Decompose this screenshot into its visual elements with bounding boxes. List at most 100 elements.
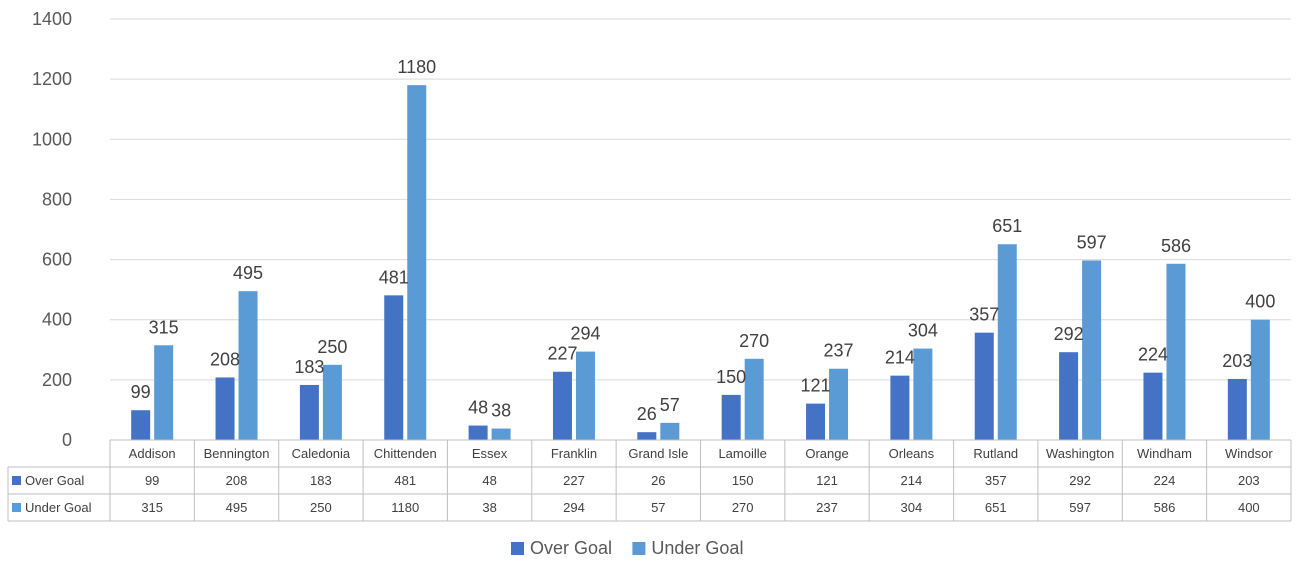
bar-under-goal-orleans <box>913 348 933 440</box>
bar-over-goal-orange <box>806 403 826 440</box>
bar-under-goal-windham <box>1166 263 1186 440</box>
table-cell: 400 <box>1238 500 1260 515</box>
data-label: 292 <box>1054 324 1084 344</box>
table-category-label: Windham <box>1137 446 1192 461</box>
data-label: 227 <box>547 344 577 364</box>
bar-over-goal-orleans <box>890 375 910 440</box>
table-cell: 224 <box>1154 473 1176 488</box>
data-label: 304 <box>908 321 938 341</box>
table-series-label: Over Goal <box>25 473 84 488</box>
bar-over-goal-windham <box>1143 372 1163 440</box>
table-cell: 99 <box>145 473 159 488</box>
data-label: 224 <box>1138 345 1168 365</box>
table-cell: 270 <box>732 500 754 515</box>
bar-over-goal-chittenden <box>384 295 404 440</box>
bar-under-goal-orange <box>829 368 849 440</box>
bar-under-goal-bennington <box>238 291 258 440</box>
bar-over-goal-windsor <box>1227 378 1247 440</box>
legend-label: Over Goal <box>530 538 612 558</box>
table-cell: 586 <box>1154 500 1176 515</box>
data-label: 270 <box>739 331 769 351</box>
data-label: 586 <box>1161 236 1191 256</box>
table-category-label: Caledonia <box>292 446 351 461</box>
bar-under-goal-grand-isle <box>660 422 680 440</box>
bar-under-goal-rutland <box>997 244 1017 440</box>
table-category-label: Bennington <box>204 446 270 461</box>
table-category-label: Essex <box>472 446 508 461</box>
table-cell: 48 <box>482 473 496 488</box>
table-category-label: Rutland <box>973 446 1018 461</box>
table-cell: 150 <box>732 473 754 488</box>
table-category-label: Franklin <box>551 446 597 461</box>
table-cell: 597 <box>1069 500 1091 515</box>
data-label: 208 <box>210 349 240 369</box>
bar-under-goal-windsor <box>1250 319 1270 440</box>
data-label: 315 <box>149 317 179 337</box>
y-tick-label: 0 <box>62 430 72 450</box>
bar-over-goal-rutland <box>974 332 994 440</box>
table-series-label: Under Goal <box>25 500 92 515</box>
data-label: 495 <box>233 263 263 283</box>
table-legend-key <box>12 503 21 512</box>
legend-swatch <box>511 542 524 555</box>
table-cell: 57 <box>651 500 665 515</box>
data-label: 183 <box>294 357 324 377</box>
table-cell: 183 <box>310 473 332 488</box>
table-cell: 1180 <box>391 500 419 515</box>
data-label: 99 <box>131 382 151 402</box>
data-label: 203 <box>1222 351 1252 371</box>
table-cell: 651 <box>985 500 1007 515</box>
data-label: 48 <box>468 398 488 418</box>
data-label: 1180 <box>397 57 436 77</box>
bar-under-goal-chittenden <box>407 85 427 441</box>
data-label: 150 <box>716 367 746 387</box>
table-cell: 250 <box>310 500 332 515</box>
data-label: 38 <box>491 401 511 421</box>
y-tick-label: 200 <box>42 370 72 390</box>
data-label: 481 <box>379 267 409 287</box>
table-cell: 26 <box>651 473 665 488</box>
table-category-label: Chittenden <box>374 446 437 461</box>
table-cell: 294 <box>563 500 585 515</box>
data-label: 214 <box>885 348 915 368</box>
table-cell: 203 <box>1238 473 1260 488</box>
data-label: 121 <box>801 376 831 396</box>
table-cell: 292 <box>1069 473 1091 488</box>
table-cell: 214 <box>901 473 923 488</box>
bar-over-goal-washington <box>1059 352 1079 440</box>
table-cell: 304 <box>901 500 923 515</box>
legend-swatch <box>632 542 646 555</box>
table-category-label: Grand Isle <box>628 446 688 461</box>
bar-over-goal-franklin <box>552 371 572 440</box>
table-category-label: Orleans <box>889 446 935 461</box>
bar-over-goal-bennington <box>215 377 235 440</box>
table-cell: 315 <box>141 500 163 515</box>
data-label: 651 <box>992 216 1022 236</box>
bar-over-goal-addison <box>131 410 151 440</box>
bar-under-goal-franklin <box>575 351 595 440</box>
y-tick-label: 1200 <box>32 69 72 89</box>
bar-under-goal-caledonia <box>322 364 342 440</box>
table-category-label: Orange <box>805 446 848 461</box>
table-category-label: Washington <box>1046 446 1114 461</box>
y-tick-label: 1000 <box>32 129 72 149</box>
table-category-label: Addison <box>129 446 176 461</box>
data-label: 597 <box>1077 232 1107 252</box>
table-cell: 481 <box>394 473 416 488</box>
data-label: 357 <box>969 305 999 325</box>
y-tick-label: 400 <box>42 310 72 330</box>
y-tick-label: 800 <box>42 189 72 209</box>
data-label: 400 <box>1245 292 1275 312</box>
y-tick-label: 600 <box>42 250 72 270</box>
bar-over-goal-grand-isle <box>637 432 657 440</box>
data-label: 237 <box>824 341 854 361</box>
bar-over-goal-lamoille <box>721 394 741 440</box>
data-label: 294 <box>570 324 600 344</box>
y-tick-label: 1400 <box>32 9 72 29</box>
table-cell: 227 <box>563 473 585 488</box>
bar-over-goal-caledonia <box>299 384 319 440</box>
table-category-label: Windsor <box>1225 446 1273 461</box>
table-cell: 357 <box>985 473 1007 488</box>
